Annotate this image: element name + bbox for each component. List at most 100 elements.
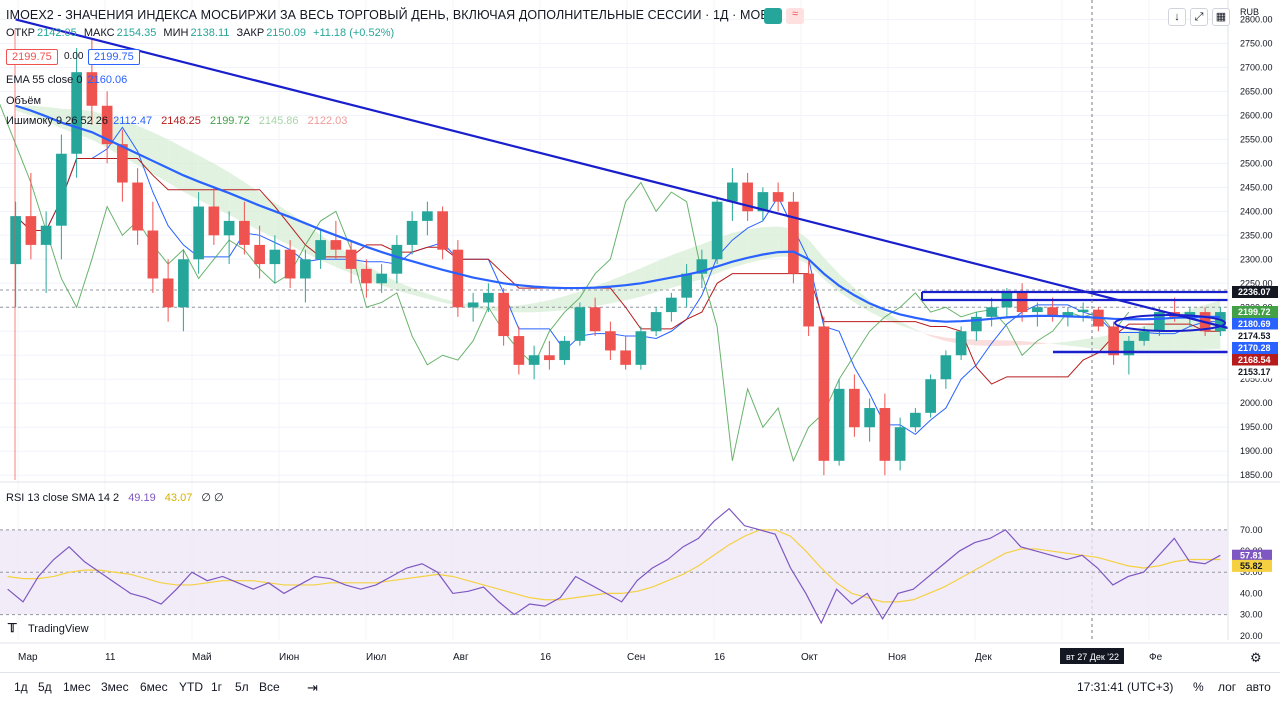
ichimoku-cloud-segment xyxy=(168,139,184,192)
price-tick-label: 2450.00 xyxy=(1240,182,1273,192)
candle-body xyxy=(223,220,235,236)
volume-legend[interactable]: Объём xyxy=(6,95,41,107)
candle xyxy=(589,297,601,337)
crosshair-time-bg xyxy=(1060,648,1124,664)
ema-line xyxy=(15,104,1221,323)
market-open-icon xyxy=(764,8,782,24)
candle-body xyxy=(574,307,586,341)
candle xyxy=(864,398,875,442)
candle-body xyxy=(971,316,982,332)
candle xyxy=(1093,307,1104,332)
candle-body xyxy=(849,388,860,428)
candle xyxy=(1215,307,1226,337)
price-label: 2170.28 xyxy=(1232,342,1278,354)
ichimoku-cloud-segment xyxy=(1067,339,1084,348)
rsi-sma-value: 43.07 xyxy=(164,492,193,504)
candle-body xyxy=(193,206,204,260)
candle-body xyxy=(1138,331,1150,341)
sell-button[interactable]: 2199.75 xyxy=(6,49,58,65)
rsi-value: 49.19 xyxy=(128,492,156,504)
time-label: Авг xyxy=(453,652,469,663)
rsi-legend[interactable]: RSI 13 close SMA 14 2 49.19 43.07 ∅ ∅ xyxy=(6,491,228,504)
scroll-down-button[interactable]: ↓ xyxy=(1168,8,1186,26)
candle-body xyxy=(1123,340,1135,356)
candle-body xyxy=(1184,312,1196,317)
buy-button[interactable]: 2199.75 xyxy=(88,49,140,65)
candle xyxy=(467,292,479,322)
range-1m[interactable]: 1мес xyxy=(63,680,91,694)
triangle-pattern-outline xyxy=(1114,314,1226,332)
candle-body xyxy=(772,192,784,202)
range-ytd[interactable]: YTD xyxy=(179,680,203,694)
percent-toggle[interactable]: % xyxy=(1193,680,1204,694)
candle xyxy=(620,336,631,370)
candle-body xyxy=(162,278,174,308)
rsi-extra: ∅ ∅ xyxy=(201,492,224,504)
auto-toggle[interactable]: авто xyxy=(1246,680,1271,694)
time-label: Июл xyxy=(366,652,386,663)
rsi-current-text: 57.81 xyxy=(1240,551,1263,561)
range-1y[interactable]: 1г xyxy=(211,680,223,694)
candle xyxy=(498,288,509,346)
ema-legend[interactable]: EMA 55 close 0 2160.06 xyxy=(6,74,131,86)
candle xyxy=(1123,336,1135,375)
range-6m[interactable]: 6мес xyxy=(140,680,168,694)
price-label-text: 2199.72 xyxy=(1238,307,1271,317)
rsi-tick-label: 40.00 xyxy=(1240,588,1263,598)
candle xyxy=(422,201,433,236)
candle-body xyxy=(254,244,265,265)
ichimoku-cloud-segment xyxy=(518,303,535,313)
candle xyxy=(803,259,814,337)
fullscreen-button[interactable]: ⤢ xyxy=(1190,8,1208,26)
candle xyxy=(56,134,67,260)
tradingview-icon: 𝕋 xyxy=(8,621,17,635)
candle-body xyxy=(1077,309,1089,313)
range-3m[interactable]: 3мес xyxy=(101,680,129,694)
ohlc-legend: ОТКР 2142.05 МАКС 2154.35 МИН 2138.11 ЗАКР 2… xyxy=(6,27,394,39)
settings-button[interactable]: ▦ xyxy=(1212,8,1230,26)
price-label: 2153.17 xyxy=(1231,365,1279,379)
candle-body xyxy=(71,72,82,154)
candle xyxy=(101,91,113,164)
clock-time[interactable]: 17:31:41 (UTC+3) xyxy=(1077,680,1174,694)
range-1d[interactable]: 1д xyxy=(14,680,28,694)
candle-body xyxy=(757,192,769,212)
log-toggle[interactable]: лог xyxy=(1218,680,1237,694)
price-tick-label: 2350.00 xyxy=(1240,230,1273,240)
time-label: Дек xyxy=(975,652,992,663)
close-value: 2150.09 xyxy=(266,27,306,39)
date-range-icon[interactable]: ⇥ xyxy=(307,680,318,695)
range-5d[interactable]: 5д xyxy=(38,680,52,694)
time-label: Окт xyxy=(801,652,818,663)
candle-body xyxy=(742,182,753,212)
candle-body xyxy=(589,307,601,332)
ichimoku-cloud-segment xyxy=(534,300,550,313)
candle xyxy=(666,292,677,322)
candle-body xyxy=(86,72,98,106)
candle xyxy=(132,168,143,245)
price-tick-label: 2000.00 xyxy=(1240,398,1273,408)
range-5y[interactable]: 5л xyxy=(235,680,249,694)
candle-body xyxy=(406,220,418,245)
open-label: ОТКР xyxy=(6,27,36,39)
ichimoku-legend[interactable]: Ишимоку 9 26 52 26 2112.47 2148.25 2199.… xyxy=(6,115,351,127)
ichimoku-span-a-value: 2145.86 xyxy=(258,115,299,127)
candle xyxy=(513,326,525,375)
currency-label[interactable]: RUB xyxy=(1240,7,1260,17)
ichimoku-cloud-segment xyxy=(762,226,779,260)
candle xyxy=(1108,321,1119,365)
ichimoku-cloud-segment xyxy=(839,273,855,303)
ichimoku-cloud-segment xyxy=(808,239,824,280)
candle-body xyxy=(696,259,708,274)
ichimoku-cloud-segment xyxy=(930,334,946,342)
change-value: +11.18 (+0.52%) xyxy=(313,27,395,39)
candle xyxy=(269,235,281,284)
chart-canvas[interactable]: Мар11МайИюнИюлАвг16Сен16ОктНояДек16Фе280… xyxy=(0,0,1280,672)
candle-body xyxy=(1047,307,1058,317)
candle xyxy=(406,211,418,255)
candle-body xyxy=(803,273,814,327)
ichimoku-cloud-segment xyxy=(1006,340,1023,346)
range-all[interactable]: Все xyxy=(259,680,280,694)
price-tick-label: 1950.00 xyxy=(1240,422,1273,432)
